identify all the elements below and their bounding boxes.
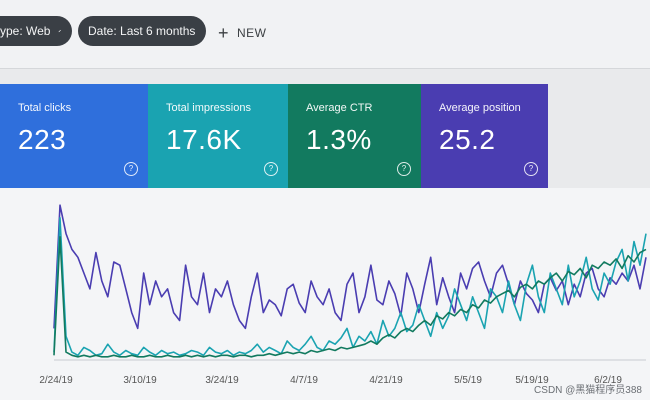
type-filter-label: ype: Web — [0, 24, 51, 38]
card-label: Total impressions — [166, 102, 251, 114]
line-chart: 2/24/19 3/10/19 3/24/19 4/7/19 4/21/19 5/5/19… — [39, 204, 647, 386]
help-icon[interactable]: ? — [524, 162, 538, 176]
new-filter-label: NEW — [237, 26, 267, 40]
x-tick-label: 2/24/19 — [39, 375, 73, 386]
total-clicks-card[interactable]: Total clicks 223 ? — [0, 84, 148, 188]
card-label: Average CTR — [306, 102, 373, 114]
x-tick-label: 4/7/19 — [290, 375, 318, 386]
performance-chart: 2/24/19 3/10/19 3/24/19 4/7/19 4/21/19 5/5/19… — [0, 188, 650, 400]
x-tick-label: 4/21/19 — [369, 375, 403, 386]
date-filter-chip[interactable]: Date: Last 6 months — [78, 16, 206, 46]
card-value: 25.2 — [439, 124, 496, 155]
card-label: Average position — [439, 102, 521, 114]
average-ctr-card[interactable]: Average CTR 1.3% ? — [288, 84, 421, 188]
card-value: 17.6K — [166, 124, 242, 155]
x-tick-label: 5/5/19 — [454, 375, 482, 386]
x-tick-label: 5/19/19 — [515, 375, 549, 386]
edit-pencil-icon[interactable] — [58, 25, 62, 37]
card-label: Total clicks — [18, 102, 72, 114]
metric-cards: Total clicks 223 ? Total impressions 17.… — [0, 84, 650, 188]
watermark: CSDN @黑猫程序员388 — [534, 385, 642, 396]
average-position-card[interactable]: Average position 25.2 ? — [421, 84, 548, 188]
x-tick-label: 3/24/19 — [205, 375, 239, 386]
help-icon[interactable]: ? — [397, 162, 411, 176]
series-line-0 — [53, 204, 647, 330]
type-filter-chip[interactable]: ype: Web — [0, 16, 72, 46]
card-value: 1.3% — [306, 124, 372, 155]
help-icon[interactable]: ? — [124, 162, 138, 176]
filter-bar: ype: Web Date: Last 6 months + NEW — [0, 0, 650, 69]
new-filter-button[interactable]: + NEW — [218, 21, 267, 45]
x-tick-label: 6/2/19 — [594, 375, 622, 386]
total-impressions-card[interactable]: Total impressions 17.6K ? — [148, 84, 288, 188]
series-line-2 — [53, 235, 647, 358]
x-tick-label: 3/10/19 — [123, 375, 157, 386]
help-icon[interactable]: ? — [264, 162, 278, 176]
plus-icon: + — [218, 23, 230, 43]
series-line-1 — [53, 216, 647, 357]
card-value: 223 — [18, 124, 67, 155]
date-filter-label: Date: Last 6 months — [88, 24, 196, 38]
